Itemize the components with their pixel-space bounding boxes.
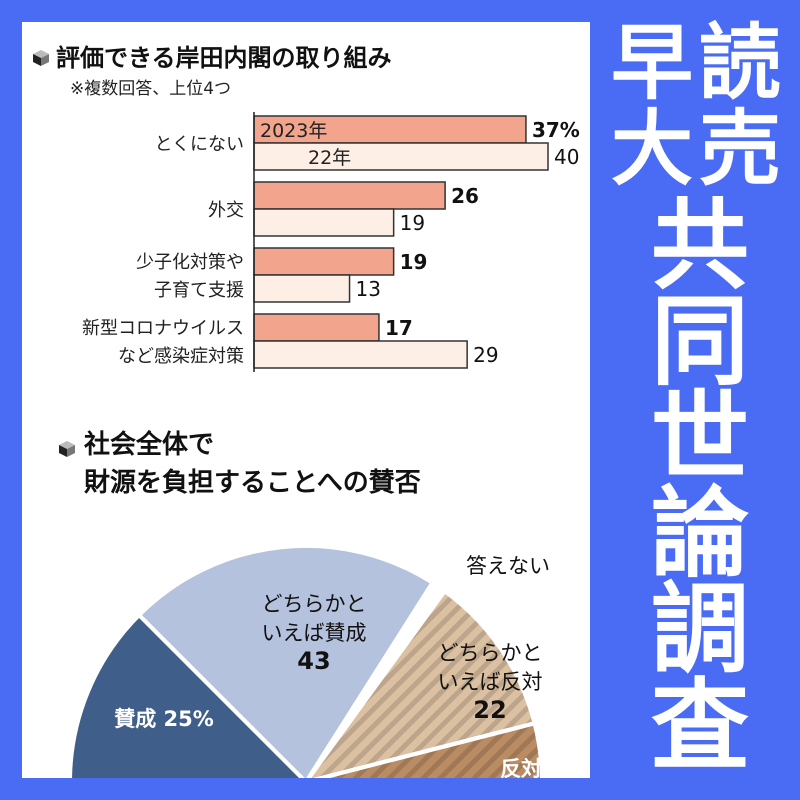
category-label: とくにない xyxy=(155,134,244,155)
category-label: 少子化対策や xyxy=(136,252,244,273)
bar xyxy=(253,340,468,369)
bar-value-label: 19 xyxy=(400,250,428,274)
pie-chart-title-line1: 社会全体で xyxy=(84,430,215,460)
pie-chart-title-line2: 財源を負担することへの賛否 xyxy=(84,468,421,498)
bar-value-label: 26 xyxy=(451,184,479,208)
banner-char: 調 xyxy=(650,573,749,687)
bar-value-label: 40 xyxy=(554,145,579,169)
series-label: 2023年 xyxy=(260,120,327,142)
chart-panel: 評価できる岸田内閣の取り組み ※複数回答、上位4つ とくにない 37% 2023年 4… xyxy=(22,22,590,778)
bar xyxy=(253,142,549,171)
bar-value-label: 37% xyxy=(532,118,580,142)
bar xyxy=(253,115,527,144)
bar xyxy=(253,181,446,210)
pie-slice-hatch xyxy=(306,588,538,778)
bar xyxy=(253,274,351,303)
banner-char: 売 xyxy=(698,102,781,197)
banner-char: 査 xyxy=(650,669,749,783)
pie-label: どちらかと xyxy=(438,641,543,665)
category-label: 新型コロナウイルス xyxy=(82,318,244,339)
category-label: など感染症対策 xyxy=(118,346,244,367)
cube-icon xyxy=(59,441,75,457)
banner-char: 共 xyxy=(650,189,749,303)
banner-char: 大 xyxy=(610,102,693,197)
banner-char: 論 xyxy=(650,477,749,591)
pie-slice xyxy=(68,612,305,778)
pie-label: どちらかと xyxy=(262,592,367,616)
pie-label: 答えない xyxy=(466,554,550,578)
pie-label: いえば賛成 xyxy=(262,621,367,645)
bar-value-label: 17 xyxy=(385,316,413,340)
bar xyxy=(253,208,395,237)
pie-slice xyxy=(136,544,436,778)
pie-slice-hatch xyxy=(313,720,544,778)
cube-icon xyxy=(33,50,49,66)
pie-label: 賛成 25% xyxy=(114,707,214,731)
category-label: 子育て支援 xyxy=(154,280,244,301)
banner-char: 世 xyxy=(650,381,749,495)
pie-label: 22 xyxy=(473,696,506,724)
pie-label: いえば反対 xyxy=(438,670,543,694)
bar-value-label: 13 xyxy=(356,277,381,301)
banner-char: 同 xyxy=(650,285,749,399)
series-label: 22年 xyxy=(308,147,351,169)
banner-char: 読 xyxy=(698,16,781,111)
pie-label: 反対 8 xyxy=(500,757,564,778)
bar-chart-title: 評価できる岸田内閣の取り組み xyxy=(56,44,392,72)
category-label: 外交 xyxy=(208,200,244,221)
pie-label: 43 xyxy=(297,647,330,675)
bar-value-label: 29 xyxy=(473,343,498,367)
bar-chart-note: ※複数回答、上位4つ xyxy=(70,79,232,99)
banner-char: 早 xyxy=(610,16,693,111)
bar-value-label: 19 xyxy=(400,211,425,235)
side-banner: 早 大 読 売 共 同 世 論 調 査 xyxy=(600,0,800,800)
